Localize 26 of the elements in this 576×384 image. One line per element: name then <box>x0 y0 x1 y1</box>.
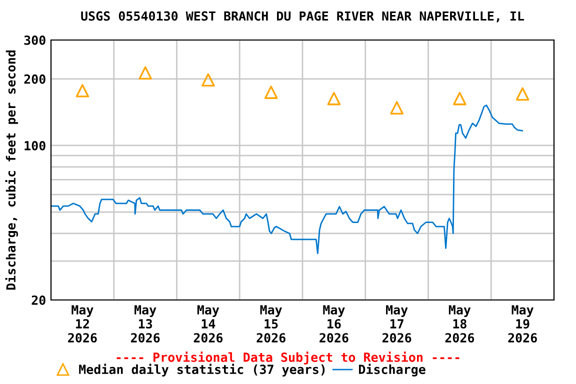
x-tick-label: May 12 2026 <box>68 305 97 343</box>
chart-title: USGS 05540130 WEST BRANCH DU PAGE RIVER NEAR NAPERVILLE, IL <box>81 11 524 22</box>
x-tick-label: May 16 2026 <box>320 305 348 343</box>
x-tick-label: May 19 2026 <box>508 305 537 343</box>
point <box>516 87 530 101</box>
line-series <box>51 104 523 254</box>
y-tick-label: 200 <box>24 74 46 84</box>
point <box>76 84 90 98</box>
y-axis-title: Discharge, cubic feet per second <box>5 50 18 290</box>
y-tick-label: 100 <box>24 140 46 150</box>
x-tick-label: May 17 2026 <box>382 305 412 343</box>
legend-label: Discharge <box>359 364 426 376</box>
x-tick-label: May 15 2026 <box>256 305 286 343</box>
point <box>453 92 466 106</box>
legend-label: Median daily statistic (37 years) <box>79 364 325 376</box>
point <box>138 66 152 80</box>
point <box>202 73 215 87</box>
point <box>390 101 404 114</box>
x-tick-label: May 18 2026 <box>445 305 474 343</box>
point <box>327 92 341 106</box>
x-tick-label: May 14 2026 <box>194 305 223 343</box>
y-tick-label: 20 <box>32 295 46 305</box>
y-tick-label: 300 <box>24 35 46 45</box>
point <box>264 86 278 99</box>
text: ---- Provisional Data Subject to Revision ---- <box>116 352 460 364</box>
x-tick-label: May 13 2026 <box>130 305 160 343</box>
